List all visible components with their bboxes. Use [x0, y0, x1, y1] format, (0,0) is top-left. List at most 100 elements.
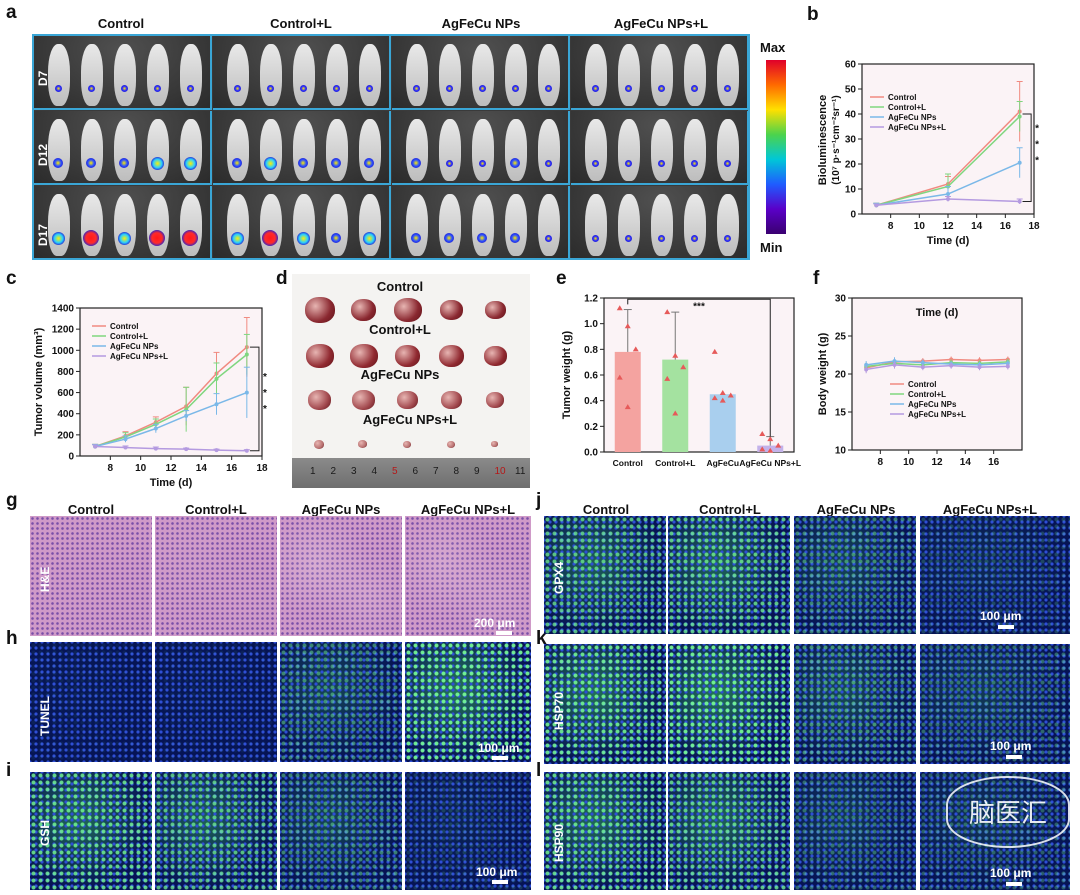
mice-image-panel — [34, 36, 212, 110]
mouse — [717, 44, 739, 106]
x-tick-label: 14 — [196, 463, 208, 474]
tissue-image — [280, 642, 402, 762]
bioluminescence-spot — [86, 158, 96, 168]
bioluminescence-spot — [690, 234, 698, 242]
mouse — [227, 44, 249, 106]
mouse — [585, 194, 607, 256]
data-point — [767, 436, 774, 442]
ruler-number: 9 — [474, 466, 480, 477]
immunofluorescence-image — [668, 772, 790, 890]
y-axis-label: Tumor weight (g) — [561, 330, 573, 419]
bioluminescence-spot — [263, 156, 277, 170]
mouse — [48, 44, 70, 106]
bioluminescence-spot — [153, 84, 161, 92]
mice-image-panel — [34, 186, 212, 260]
histo-header-agfecu-l: AgFeCu NPs+L — [420, 502, 516, 517]
bioluminescence-spot — [119, 158, 129, 168]
ruler — [292, 458, 530, 488]
y-tick-label: 10 — [845, 185, 857, 196]
bioluminescence-spot — [266, 84, 274, 92]
bioluminescence-spot — [117, 231, 131, 245]
tissue-image — [30, 642, 152, 762]
significance-star: * — [263, 372, 267, 383]
bioluminescence-spot — [233, 84, 241, 92]
mouse — [439, 194, 461, 256]
data-point — [672, 352, 679, 358]
bioluminescence-spot — [690, 159, 698, 167]
data-point — [123, 437, 128, 442]
bioluminescence-spot — [332, 84, 340, 92]
mouse — [326, 194, 348, 256]
bioluminescence-spot — [362, 231, 376, 245]
x-tick-label: 16 — [988, 457, 1000, 468]
y-axis-unit: (10⁷ p·s⁻¹cm⁻²sr⁻¹) — [831, 95, 842, 184]
x-tick-label: 12 — [942, 221, 954, 232]
mouse — [293, 194, 315, 256]
y-tick-label: 1400 — [52, 304, 75, 315]
data-point — [759, 431, 766, 437]
tumor-label-agfecu-l: AgFeCu NPs+L — [362, 412, 458, 427]
x-tick-label: 12 — [931, 457, 943, 468]
mice-image-panel — [213, 186, 391, 260]
ruler-number: 3 — [351, 466, 357, 477]
tumor-label-agfecu: AgFeCu NPs — [360, 367, 440, 382]
data-point — [767, 447, 774, 453]
mice-image-panel — [213, 111, 391, 185]
data-point — [719, 397, 726, 403]
ruler-number: 5 — [392, 466, 398, 477]
mouse — [651, 194, 673, 256]
y-tick-label: 1.2 — [584, 294, 598, 305]
significance-star: * — [1035, 140, 1039, 151]
tumor-specimen — [306, 344, 334, 368]
scalebar-label-g: 200 μm — [474, 616, 516, 630]
data-point — [949, 363, 954, 368]
data-point — [214, 402, 219, 407]
tumor-specimen — [313, 439, 324, 449]
bioluminescence-spot — [478, 84, 486, 92]
data-point — [153, 426, 158, 431]
mouse — [406, 194, 428, 256]
bioluminescence-spot — [591, 159, 599, 167]
histo-header-control-l: Control+L — [185, 502, 247, 517]
immunofluorescence-image — [920, 516, 1070, 634]
tumor-specimen — [484, 346, 507, 366]
mouse — [406, 119, 428, 181]
data-point — [244, 448, 249, 453]
panel-label-j: j — [536, 490, 542, 511]
x-axis-label: Time (d) — [927, 235, 970, 247]
tumor-specimen — [486, 392, 505, 408]
data-point — [1005, 364, 1010, 369]
mouse — [472, 119, 494, 181]
mouse — [472, 44, 494, 106]
y-tick-label: 1000 — [52, 346, 75, 357]
bioluminescence-spot — [412, 84, 420, 92]
ruler-number: 11 — [515, 466, 526, 477]
data-point — [759, 446, 766, 452]
mouse — [326, 44, 348, 106]
y-tick-label: 0.6 — [584, 371, 598, 382]
data-point — [123, 445, 128, 450]
x-axis-label: Time (d) — [150, 477, 193, 489]
bioluminescence-spot — [544, 84, 552, 92]
tissue-image — [155, 772, 277, 890]
data-point — [184, 413, 189, 418]
significance-star: * — [1035, 156, 1039, 167]
histo-header-control: Control — [67, 502, 115, 517]
series-line — [94, 391, 248, 448]
data-point — [244, 390, 249, 395]
ruler-number: 7 — [433, 466, 439, 477]
y-tick-label: 25 — [835, 332, 847, 343]
y-tick-label: 1.0 — [584, 319, 598, 330]
ruler-number: 4 — [371, 466, 378, 477]
bioluminescence-spot — [477, 233, 487, 243]
bioluminescence-spot — [544, 234, 552, 242]
mouse — [618, 119, 640, 181]
mouse — [359, 44, 381, 106]
mouse — [684, 119, 706, 181]
y-tick-label: 20 — [835, 370, 847, 381]
day-label-d12: D12 — [36, 143, 50, 166]
bioluminescence-spot — [120, 84, 128, 92]
data-point — [711, 348, 718, 354]
mice-image-panel — [34, 111, 212, 185]
x-tick-label: 14 — [971, 221, 983, 232]
